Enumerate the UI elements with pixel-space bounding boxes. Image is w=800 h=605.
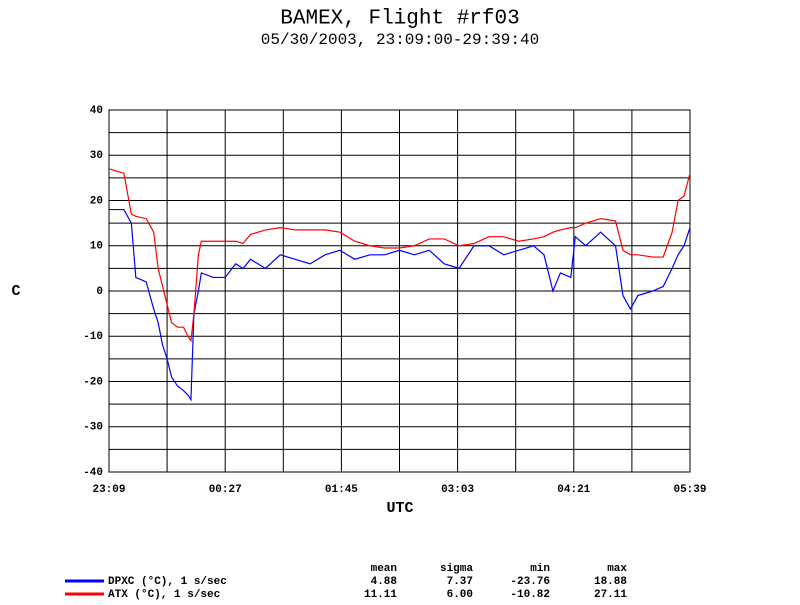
series-line (109, 208, 691, 402)
legend-label: DPXC (°C), 1 s/sec (108, 576, 227, 588)
chart-subtitle: 05/30/2003, 23:09:00-29:39:40 (261, 31, 539, 49)
x-tick-label: 05:39 (673, 484, 706, 496)
stats-value: 6.00 (447, 589, 473, 601)
x-tick-label: 04:21 (557, 484, 590, 496)
y-tick-label: -10 (83, 331, 103, 343)
stats-value: -10.82 (510, 589, 550, 601)
y-tick-label: 20 (90, 195, 103, 207)
y-tick-label: -40 (83, 467, 103, 479)
stats-header: min (530, 563, 550, 575)
y-tick-label: 0 (96, 286, 103, 298)
y-tick-label: 30 (90, 150, 103, 162)
stats-value: 7.37 (447, 576, 473, 588)
stats-value: 4.88 (371, 576, 398, 588)
x-tick-label: 00:27 (209, 484, 242, 496)
chart-title: BAMEX, Flight #rf03 (280, 8, 519, 31)
stats-value: 27.11 (594, 589, 627, 601)
y-tick-label: -20 (83, 376, 103, 388)
stats-header: mean (371, 563, 397, 575)
legend-label: ATX (°C), 1 s/sec (108, 589, 220, 601)
stats-value: 18.88 (594, 576, 627, 588)
stats-header: max (607, 563, 627, 575)
stats-value: 11.11 (364, 589, 397, 601)
stats-header: sigma (440, 563, 473, 575)
x-tick-label: 01:45 (325, 484, 358, 496)
x-tick-label: 03:03 (441, 484, 474, 496)
stats-value: -23.76 (510, 576, 550, 588)
y-tick-label: -30 (83, 422, 103, 434)
y-tick-label: 10 (90, 241, 103, 253)
y-tick-label: 40 (90, 105, 103, 117)
x-tick-label: 23:09 (92, 484, 125, 496)
x-axis-label: UTC (386, 500, 413, 517)
series-line (108, 168, 691, 343)
y-axis-label: C (11, 283, 20, 300)
